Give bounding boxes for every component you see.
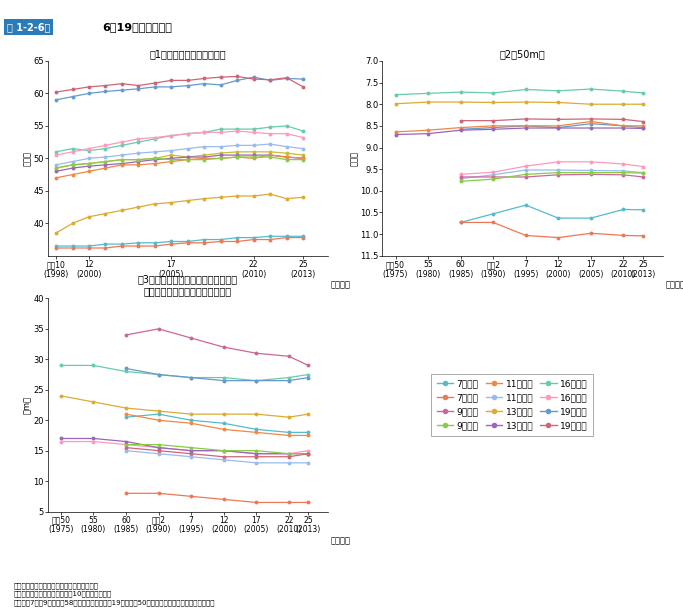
Y-axis label: （点）: （点）: [23, 151, 31, 166]
Text: （年度）: （年度）: [331, 281, 350, 290]
Text: （年度）: （年度）: [665, 281, 683, 290]
Text: (2005): (2005): [158, 270, 184, 279]
Text: (2010): (2010): [276, 526, 301, 535]
Title: （3）ソフトボール投げ（小学生），
ハンドボール投げ（中学生以上）: （3）ソフトボール投げ（小学生）， ハンドボール投げ（中学生以上）: [138, 275, 238, 296]
Text: (2013): (2013): [290, 270, 316, 279]
Text: (1990): (1990): [481, 270, 506, 279]
Text: (1980): (1980): [415, 270, 441, 279]
Text: (2013): (2013): [296, 526, 321, 535]
Text: (2010): (2010): [241, 270, 266, 279]
Title: （1）新体力テストの合計点: （1）新体力テストの合計点: [150, 49, 226, 58]
Text: 6〜19歳の運動能力: 6〜19歳の運動能力: [102, 23, 172, 32]
Text: （出典）文部科学省「体力・運動能力調査」
（注）１．新体力テストは平成10年度から実施。
　　２．7歳と9歳は昭和58年度から調査開始。19歳は昭和50年度には: （出典）文部科学省「体力・運動能力調査」 （注）１．新体力テストは平成10年度か…: [14, 582, 215, 606]
Text: (2000): (2000): [546, 270, 571, 279]
Text: 第 1-2-6図: 第 1-2-6図: [7, 23, 51, 32]
Text: (1995): (1995): [513, 270, 538, 279]
Text: (1990): (1990): [146, 526, 171, 535]
Text: (2000): (2000): [76, 270, 102, 279]
Text: (1975): (1975): [382, 270, 408, 279]
Text: (1985): (1985): [113, 526, 139, 535]
Text: (1998): (1998): [44, 270, 69, 279]
Text: (1980): (1980): [81, 526, 106, 535]
Text: (1995): (1995): [178, 526, 204, 535]
Legend: 7歳男子, 7歳女子, 9歳男子, 9歳女子, 11歳男子, 11歳女子, 13歳男子, 13歳女子, 16歳男子, 16歳女子, 19歳男子, 19歳女子: 7歳男子, 7歳女子, 9歳男子, 9歳女子, 11歳男子, 11歳女子, 13…: [431, 374, 594, 436]
Y-axis label: （秒）: （秒）: [350, 151, 359, 166]
Text: (2010): (2010): [611, 270, 636, 279]
Y-axis label: （m）: （m）: [23, 396, 31, 414]
Text: (2000): (2000): [211, 526, 236, 535]
Text: (2005): (2005): [579, 270, 604, 279]
Title: （2）50m走: （2）50m走: [500, 49, 545, 58]
Text: (1975): (1975): [48, 526, 74, 535]
Text: (2005): (2005): [244, 526, 269, 535]
Text: （年度）: （年度）: [331, 537, 350, 546]
Text: (2013): (2013): [630, 270, 656, 279]
Text: (1985): (1985): [448, 270, 473, 279]
